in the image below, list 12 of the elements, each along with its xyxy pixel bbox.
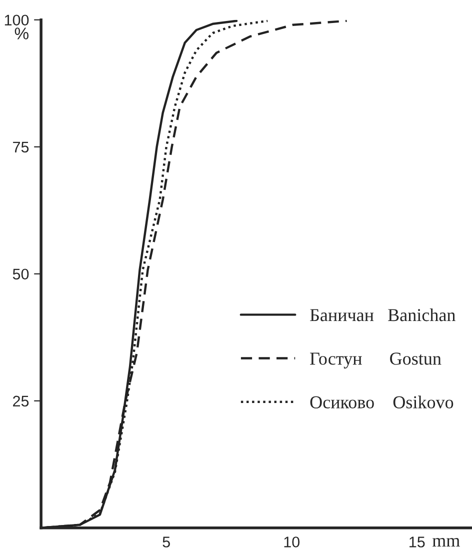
y-tick-label: 75 [13,142,29,153]
x-tick-label: 10 [284,536,300,548]
legend-label: Баничан Banichan [310,308,456,322]
x-tick-label: 15 [410,536,425,548]
x-axis-title: mm [432,538,460,546]
legend-label: Гостун Gostun [310,352,442,368]
x-tick-label: 5 [162,536,170,548]
y-axis-title: % [14,28,28,40]
legend-label: Осиково Osikovo [310,396,454,408]
y-tick-label: 50 [12,268,29,280]
y-tick-label: 25 [13,396,29,407]
y-tick-label: 100 [4,14,29,26]
